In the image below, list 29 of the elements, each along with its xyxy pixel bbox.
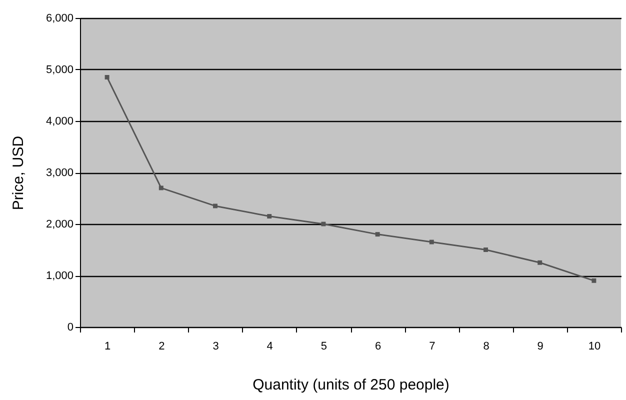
x-tick-label: 8 xyxy=(483,340,490,352)
x-tick-label: 6 xyxy=(374,340,382,352)
y-tick-label: 3,000 xyxy=(46,167,74,179)
point xyxy=(592,278,596,283)
y-axis-title: Price, USD xyxy=(10,136,27,210)
y-tick-label: 1,000 xyxy=(46,270,74,282)
x-tick-label: 2 xyxy=(158,340,165,352)
x-tick-label: 4 xyxy=(266,340,273,352)
point xyxy=(538,260,542,265)
y-tick-label: 2,000 xyxy=(46,218,74,230)
point xyxy=(104,74,110,80)
x-tick-label: 7 xyxy=(429,340,436,352)
x-tick-label: 3 xyxy=(212,340,219,352)
y-tick-label: 5,000 xyxy=(46,64,74,76)
x-axis-title: Quantity (units of 250 people) xyxy=(252,376,450,394)
y-tick-label: 6,000 xyxy=(46,12,74,24)
point xyxy=(158,186,164,190)
y-tick-label: 4,000 xyxy=(46,116,74,128)
x-tick-label: 1 xyxy=(104,340,111,352)
x-tick-label: 5 xyxy=(320,340,328,352)
point xyxy=(213,204,218,208)
x-tick-label: 10 xyxy=(588,340,601,352)
point xyxy=(321,222,326,226)
y-tick-label: 0 xyxy=(67,322,74,334)
x-tick-label: 9 xyxy=(537,340,544,352)
point xyxy=(375,232,380,237)
point xyxy=(484,248,488,252)
point xyxy=(429,240,434,244)
point xyxy=(267,214,272,219)
